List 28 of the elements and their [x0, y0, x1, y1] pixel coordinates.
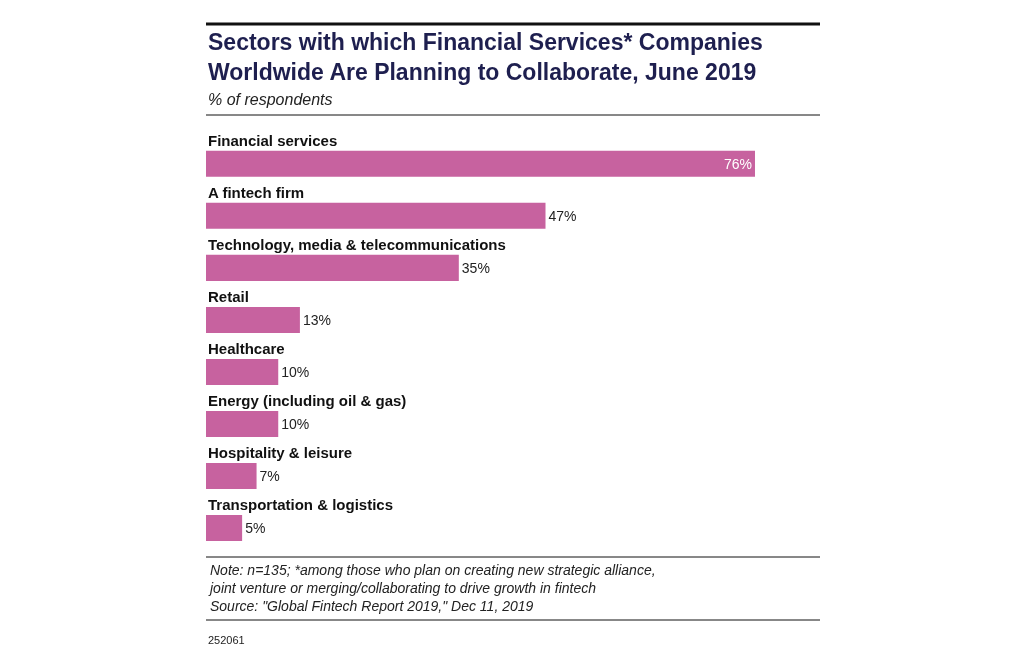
- data-label: 35%: [461, 259, 490, 276]
- bar: [206, 306, 300, 333]
- bar: [206, 150, 755, 177]
- data-label: 7%: [259, 467, 280, 484]
- data-label: 13%: [302, 311, 331, 328]
- chart-subtitle: % of respondents: [208, 91, 333, 108]
- y-tick-label: Hospitality & leisure: [208, 444, 353, 461]
- data-label: 10%: [281, 363, 310, 380]
- text: 252061: [208, 634, 245, 646]
- data-label: 47%: [548, 207, 577, 224]
- y-tick-label: Technology, media & telecommunications: [208, 236, 506, 253]
- y-tick-label: A fintech firm: [208, 184, 305, 201]
- y-tick-label: Transportation & logistics: [208, 496, 394, 513]
- bar: [206, 202, 546, 229]
- chart-title: Sectors with which Financial Services* Companies Worldwide Are Planning to Collaborate, June 2019: [208, 29, 763, 85]
- y-tick-label: Healthcare: [208, 340, 285, 357]
- bar: [206, 514, 243, 541]
- data-label: 10%: [281, 415, 310, 432]
- bar: [206, 254, 459, 281]
- data-label: 76%: [723, 155, 752, 172]
- bar: [206, 358, 279, 385]
- y-tick-label: Financial services: [208, 132, 338, 149]
- bar: [206, 410, 279, 437]
- y-tick-label: Energy (including oil & gas): [208, 392, 407, 409]
- data-label: 5%: [245, 519, 266, 536]
- text: Note: n=135; *among those who plan on creating new strategic alliance, joint venture or merging/collaborating to drive growth in fintech Source: "Global Fintech Report 2019," Dec 11, 2019: [208, 562, 656, 615]
- y-tick-label: Retail: [208, 288, 249, 305]
- bar: [206, 462, 257, 489]
